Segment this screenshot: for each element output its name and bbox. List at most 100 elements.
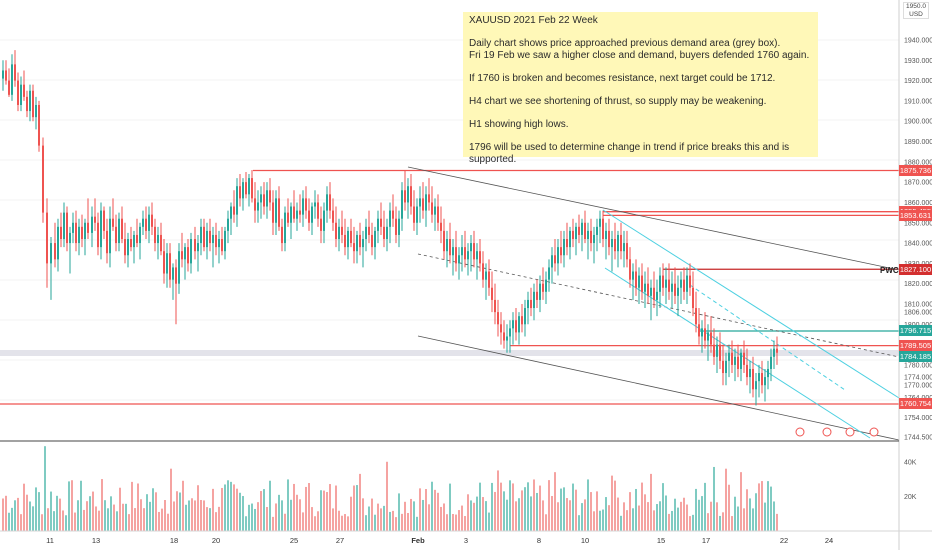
candle-body	[461, 247, 463, 256]
candle-body	[671, 283, 673, 292]
candle-body	[503, 332, 505, 341]
candle-body	[32, 90, 34, 118]
price-tick-label: 1774.000	[904, 375, 932, 382]
candle-body	[425, 194, 427, 211]
volume-bar	[221, 487, 223, 531]
candle-body	[2, 70, 4, 79]
candle-body	[251, 178, 253, 199]
note-line-5: H1 showing high lows.	[469, 119, 569, 130]
lower-channel-line	[417, 335, 900, 441]
candle-body	[704, 328, 706, 341]
price-tag: 1796.715	[899, 325, 932, 337]
volume-bar	[662, 483, 664, 531]
candle-body	[35, 104, 37, 118]
volume-bar	[74, 512, 76, 531]
candle-body	[178, 251, 180, 284]
volume-bar	[416, 516, 418, 531]
date-tick-label: 15	[657, 536, 665, 545]
candle-body	[524, 308, 526, 325]
volume-bar	[584, 499, 586, 531]
candle-body	[635, 271, 637, 288]
volume-bar	[440, 506, 442, 531]
volume-bar	[452, 513, 454, 531]
candle-body	[752, 368, 754, 390]
price-tick-label: 1744.500	[904, 435, 932, 442]
candle-body	[380, 218, 382, 227]
candle-body	[656, 291, 658, 300]
volume-bar	[749, 498, 751, 531]
price-tick-label: 1940.000	[904, 38, 932, 45]
volume-bar	[458, 510, 460, 531]
volume-bar	[59, 498, 61, 531]
candle-body	[269, 190, 271, 203]
event-icon[interactable]	[795, 427, 805, 437]
candle-body	[17, 80, 19, 105]
volume-bar	[746, 489, 748, 531]
volume-bar	[692, 514, 694, 531]
candle-body	[308, 210, 310, 223]
volume-bar	[182, 480, 184, 531]
candle-body	[716, 344, 718, 357]
volume-bar	[80, 480, 82, 531]
volume-bar	[11, 507, 13, 531]
candle-body	[587, 230, 589, 240]
volume-bar	[233, 484, 235, 531]
candle-body	[554, 255, 556, 264]
candle-body	[26, 96, 28, 112]
currency-box[interactable]: 1950.0 USD	[903, 2, 929, 19]
volume-bar	[713, 466, 715, 531]
event-icons	[795, 427, 879, 437]
candle-body	[491, 287, 493, 300]
candle-body	[509, 328, 511, 337]
candle-body	[719, 344, 721, 361]
date-tick-label: 17	[702, 536, 710, 545]
volume-bar	[191, 498, 193, 531]
volume-bar	[164, 500, 166, 531]
volume-bar	[677, 507, 679, 531]
candle-body	[124, 239, 126, 256]
price-tick-label: 1910.000	[904, 98, 932, 105]
candle-body	[368, 226, 370, 235]
event-icon[interactable]	[845, 427, 855, 437]
analysis-note[interactable]: XAUUSD 2021 Feb 22 Week Daily chart show…	[463, 12, 818, 165]
candle-body	[698, 324, 700, 337]
candle-body	[740, 352, 742, 369]
candle-body	[638, 275, 640, 288]
volume-bar	[503, 491, 505, 531]
candle-body	[530, 299, 532, 309]
volume-bar	[425, 489, 427, 531]
event-icon[interactable]	[822, 427, 832, 437]
price-tick-label: 1770.000	[904, 383, 932, 390]
candle-body	[617, 234, 619, 252]
price-tick-label: 1850.000	[904, 220, 932, 227]
event-icon[interactable]	[869, 427, 879, 437]
volume-bar	[686, 504, 688, 531]
volume-bar	[302, 512, 304, 531]
candle-body	[169, 253, 171, 280]
price-tag: 1853.631	[899, 209, 932, 221]
volume-bar	[14, 500, 16, 531]
volume-bar	[38, 492, 40, 531]
candle-body	[97, 222, 99, 248]
price-tag: 1784.185	[899, 350, 932, 362]
candle-body	[392, 210, 394, 219]
candle-body	[512, 320, 514, 329]
volume-bar	[509, 480, 511, 531]
volume-bar	[236, 488, 238, 531]
candle-body	[596, 226, 598, 235]
candle-body	[5, 70, 7, 81]
candle-body	[548, 267, 550, 280]
volume-bar	[659, 501, 661, 531]
candle-body	[776, 348, 778, 353]
price-tick-label: 1930.000	[904, 58, 932, 65]
candle-body	[187, 247, 189, 264]
price-tick-label: 1880.000	[904, 159, 932, 166]
volume-bar	[392, 510, 394, 531]
candle-body	[57, 226, 59, 260]
candle-body	[341, 226, 343, 235]
volume-bar	[113, 504, 115, 531]
candle-body	[536, 291, 538, 300]
candle-body	[106, 230, 108, 254]
volume-bar	[380, 508, 382, 531]
